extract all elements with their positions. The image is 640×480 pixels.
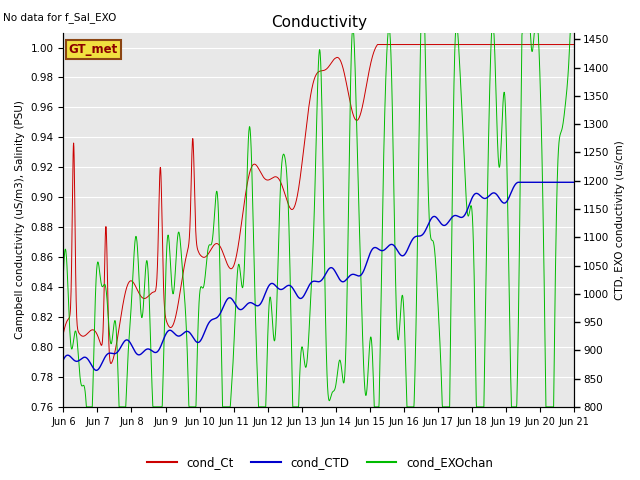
Text: GT_met: GT_met — [68, 43, 118, 56]
Title: Conductivity: Conductivity — [271, 15, 367, 30]
Y-axis label: CTD, EXO conductivity (us/cm): CTD, EXO conductivity (us/cm) — [615, 140, 625, 300]
Y-axis label: Campbell conductivity (uS/m3), Salinity (PSU): Campbell conductivity (uS/m3), Salinity … — [15, 100, 25, 339]
Text: No data for f_Sal_EXO: No data for f_Sal_EXO — [3, 12, 116, 23]
Legend: cond_Ct, cond_CTD, cond_EXOchan: cond_Ct, cond_CTD, cond_EXOchan — [143, 452, 497, 474]
